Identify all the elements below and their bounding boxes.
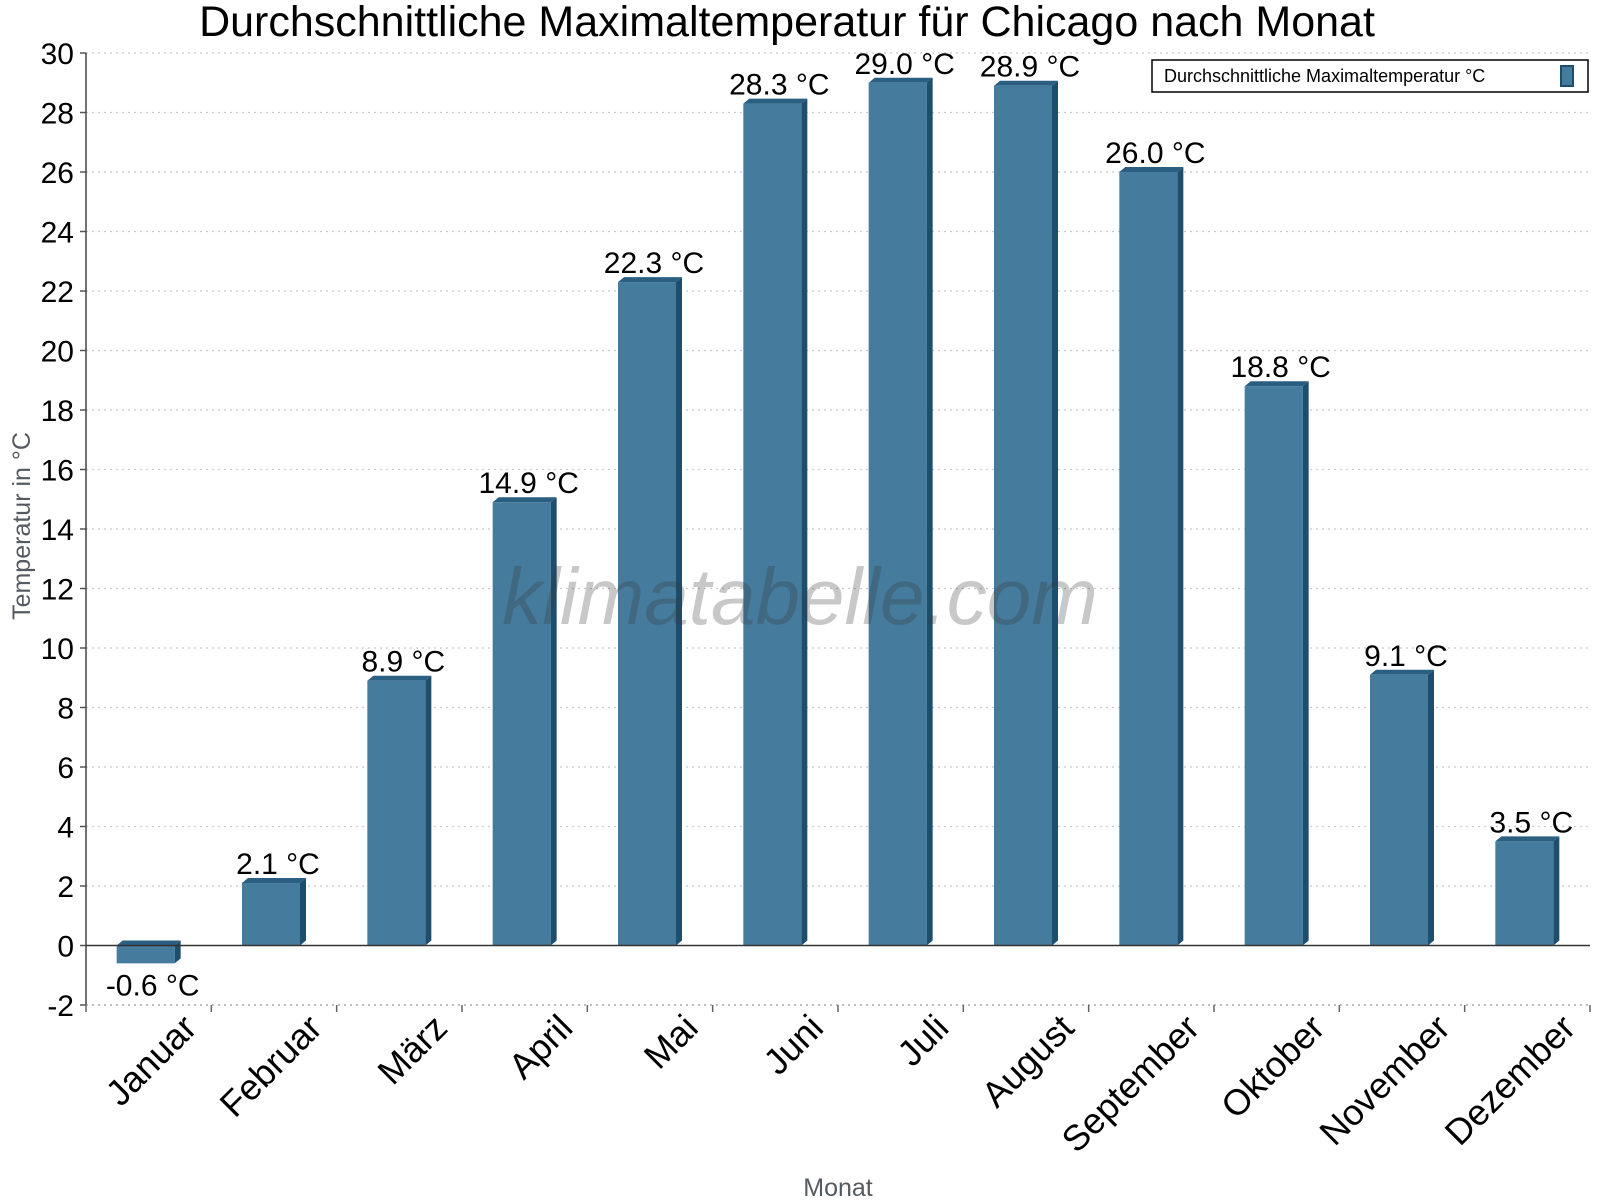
- x-tick-label: Juni: [755, 1007, 831, 1083]
- bar-side: [926, 77, 933, 946]
- legend: Durchschnittliche Maximaltemperatur °C: [1151, 59, 1589, 93]
- data-label: -0.6 °C: [106, 969, 200, 1002]
- data-label: 28.3 °C: [729, 69, 829, 102]
- bar-top: [618, 277, 682, 283]
- y-tick-label: 26: [41, 157, 74, 190]
- data-label: 26.0 °C: [1105, 137, 1205, 170]
- bar-side: [1553, 836, 1560, 946]
- bar-top: [743, 98, 808, 104]
- x-tick-label: Mai: [636, 1007, 706, 1077]
- y-tick-label: 12: [41, 574, 74, 607]
- legend-box: [1151, 59, 1589, 93]
- bar-side: [801, 98, 808, 946]
- y-tick-label: 14: [41, 514, 74, 547]
- y-tick-label: -2: [47, 990, 74, 1023]
- y-tick-label: 10: [41, 633, 74, 666]
- y-tick-label: 20: [41, 336, 74, 369]
- x-tick-label: Dezember: [1437, 1007, 1583, 1153]
- y-tick-label: 24: [41, 217, 74, 250]
- bar-top: [116, 940, 181, 946]
- bar-top: [868, 77, 933, 83]
- bar: [868, 82, 927, 946]
- bar-side: [550, 497, 557, 946]
- data-label: 8.9 °C: [361, 646, 445, 679]
- watermark: klimatabelle.com: [502, 552, 1098, 641]
- y-tick-label: 22: [41, 276, 74, 309]
- bar: [1119, 172, 1178, 946]
- axes: [80, 52, 1591, 1012]
- y-tick-label: 16: [41, 455, 74, 488]
- chart-title: Durchschnittliche Maximaltemperatur für …: [199, 0, 1375, 46]
- data-label: 14.9 °C: [478, 467, 578, 500]
- bar-top: [1244, 381, 1309, 387]
- bar-top: [1495, 836, 1560, 842]
- bar: [242, 883, 300, 946]
- bar-side: [1177, 167, 1184, 946]
- bar: [743, 103, 802, 946]
- gridlines: [86, 52, 1590, 887]
- y-tick-label: 6: [57, 752, 74, 785]
- x-tick-label: Juli: [889, 1007, 956, 1074]
- data-label: 28.9 °C: [980, 51, 1080, 84]
- x-tick-labels: Januar Februar März April Mai Juni Juli AugustS…: [97, 1007, 1583, 1161]
- x-tick-label: April: [500, 1007, 580, 1087]
- legend-swatch: [1560, 65, 1574, 87]
- y-tick-label: 0: [57, 931, 74, 964]
- data-label: 2.1 °C: [236, 848, 320, 881]
- bar-side: [300, 878, 306, 946]
- y-tick-label: 28: [41, 98, 74, 131]
- data-labels: -0.6 °C 2.1 °C 8.9 °C 14.9 °C 22.3 °C 28.3 °C…: [106, 48, 1573, 1003]
- bars: [116, 77, 1560, 964]
- y-tick-label: 4: [57, 812, 74, 845]
- y-tick-label: 2: [57, 871, 74, 904]
- bar-top: [1119, 167, 1184, 172]
- data-label: 29.0 °C: [854, 48, 954, 81]
- x-tick-label: Februar: [212, 1007, 330, 1125]
- data-label: 9.1 °C: [1364, 640, 1448, 673]
- bar: [492, 502, 551, 946]
- bar-side: [425, 675, 432, 946]
- bar-top: [994, 80, 1058, 86]
- bar: [994, 85, 1052, 946]
- data-label: 3.5 °C: [1489, 806, 1573, 839]
- bar-side: [1302, 381, 1309, 946]
- x-tick-label: September: [1053, 1007, 1207, 1161]
- bar-side: [1052, 80, 1058, 946]
- y-tick-label: 18: [41, 395, 74, 428]
- y-tick-label: 30: [41, 38, 74, 71]
- data-label: 18.8 °C: [1230, 351, 1330, 384]
- x-tick-label: Januar: [97, 1007, 204, 1114]
- x-tick-label: Oktober: [1213, 1007, 1333, 1127]
- bar: [618, 282, 676, 946]
- bar-side: [676, 277, 682, 946]
- bar-top: [1370, 669, 1434, 675]
- bar: [367, 680, 426, 946]
- x-tick-label: August: [973, 1007, 1081, 1115]
- bar: [116, 945, 175, 964]
- bar: [1244, 386, 1303, 946]
- x-tick-label: November: [1311, 1007, 1457, 1153]
- legend-label: Durchschnittliche Maximaltemperatur °C: [1164, 66, 1485, 86]
- bar-top: [242, 878, 306, 884]
- bar-side: [1428, 669, 1434, 946]
- y-axis-title: Temperatur in °C: [8, 432, 36, 620]
- data-label: 22.3 °C: [604, 247, 704, 280]
- bar-top: [492, 497, 557, 503]
- x-axis-title: Monat: [803, 1174, 873, 1200]
- x-tick-label: März: [369, 1007, 455, 1093]
- bar: [1370, 674, 1428, 946]
- bar-top: [367, 675, 432, 681]
- y-tick-label: 8: [57, 693, 74, 726]
- bar: [1495, 841, 1554, 946]
